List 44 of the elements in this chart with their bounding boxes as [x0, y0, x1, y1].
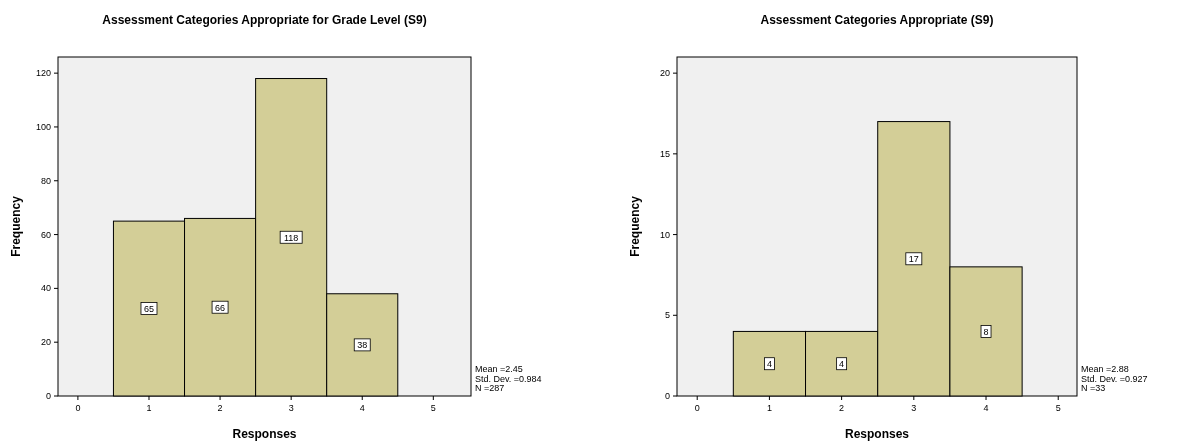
x-tick-label: 2: [217, 403, 223, 413]
x-tick-label: 1: [766, 403, 772, 413]
y-axis-title: Frequency: [9, 195, 23, 257]
data-label: 17: [908, 254, 919, 265]
x-tick-label: 0: [75, 403, 81, 413]
data-label: 38: [357, 340, 368, 351]
x-tick-label: 3: [288, 403, 294, 413]
x-axis-title: Responses: [232, 427, 297, 441]
data-label: 4: [766, 359, 772, 370]
chart-title: Assessment Categories Appropriate (S9): [760, 13, 994, 27]
y-tick-label: 20: [40, 337, 51, 348]
text: Mean =2.88: [1081, 364, 1129, 374]
text: N =33: [1081, 383, 1106, 393]
x-tick-label: 0: [694, 403, 700, 413]
text: Mean =2.45: [475, 364, 523, 374]
y-tick-label: 10: [659, 229, 670, 240]
data-label: 66: [215, 302, 226, 313]
y-tick-label: 20: [659, 68, 670, 79]
y-tick-label: 0: [664, 391, 670, 401]
y-tick-label: 5: [664, 310, 670, 321]
y-tick-label: 100: [35, 121, 51, 132]
x-tick-label: 5: [430, 403, 436, 413]
x-tick-label: 1: [146, 403, 152, 413]
data-label: 4: [839, 359, 845, 370]
x-tick-label: 3: [911, 403, 917, 413]
y-tick-label: 60: [40, 229, 51, 240]
x-tick-label: 2: [839, 403, 845, 413]
y-tick-label: 120: [35, 68, 51, 79]
chart-title: Assessment Categories Appropriate for Grade Level (S9): [102, 13, 427, 27]
y-tick-label: 0: [45, 391, 51, 401]
y-tick-label: 80: [40, 175, 51, 186]
data-label: 118: [283, 232, 299, 243]
y-tick-label: 40: [40, 283, 51, 294]
x-tick-label: 4: [983, 403, 989, 413]
text: N =287: [475, 383, 505, 393]
data-label: 65: [143, 304, 154, 315]
text: Std. Dev. =0.984: [475, 373, 542, 384]
x-axis-title: Responses: [844, 427, 910, 441]
y-tick-label: 15: [659, 148, 670, 159]
x-tick-label: 5: [1055, 403, 1061, 413]
y-axis-title: Frequency: [628, 195, 642, 257]
x-tick-label: 4: [359, 403, 365, 413]
data-label: 8: [983, 326, 989, 337]
text: Std. Dev. =0.927: [1081, 373, 1148, 384]
